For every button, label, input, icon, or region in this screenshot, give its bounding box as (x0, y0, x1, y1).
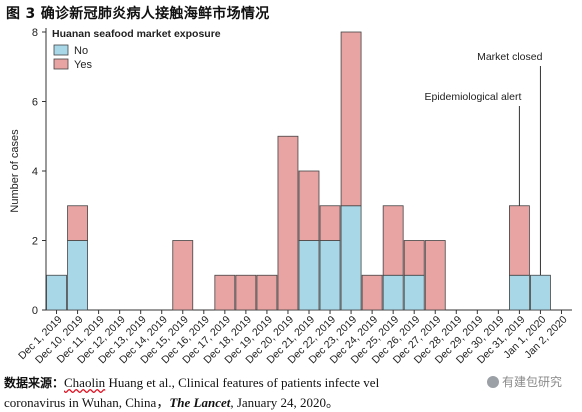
bar-segment-yes (361, 274, 383, 311)
source-line2: coronavirus in Wuhan, China， (4, 395, 170, 410)
source-label: 数据来源： (4, 376, 65, 390)
y-tick-label: 6 (32, 97, 38, 109)
bar-segment-yes (67, 205, 88, 241)
bar-segment-no (319, 240, 341, 311)
source-journal: The Lancet (169, 395, 231, 410)
legend-title: Huanan seafood market exposure (52, 28, 221, 40)
bar-segment-no (403, 274, 425, 311)
bar-segment-no (298, 240, 320, 311)
bar-segment-yes (235, 274, 257, 311)
bar-segment-no (46, 274, 67, 311)
figure-title: 图 3 确诊新冠肺炎病人接触海鲜市场情况 (6, 6, 270, 22)
bar-segment-no (382, 274, 404, 311)
legend-entry: Yes (74, 59, 92, 71)
bar-segment-no (67, 240, 88, 311)
annotation-label: Market closed (477, 51, 543, 63)
bar-segment-yes (424, 240, 446, 311)
source-date: , January 24, 2020。 (230, 395, 340, 410)
source-citation: 数据来源：Chaolin Huang et al., Clinical feat… (4, 373, 580, 412)
source-author: Chaolin (64, 375, 106, 390)
bar-segment-no (530, 274, 551, 311)
legend-swatch (53, 44, 69, 56)
legend-swatch (53, 58, 69, 70)
bar-segment-yes (403, 240, 425, 276)
bar-segment-yes (172, 240, 194, 311)
source-text: Huang et al., Clinical features of patie… (105, 375, 361, 390)
y-axis-title: Number of cases (9, 129, 21, 213)
bar-segment-yes (256, 274, 278, 311)
bar-segment-yes (214, 274, 236, 311)
bar-segment-yes (382, 205, 404, 276)
y-tick-label: 0 (32, 305, 38, 317)
y-tick-label: 4 (32, 166, 38, 178)
bar-segment-yes (340, 31, 362, 207)
annotation-label: Epidemiological alert (425, 91, 522, 103)
legend-entry: No (74, 45, 88, 57)
bar-segment-yes (277, 135, 299, 311)
chart-container: 0 2 4 6 8 Number of cases Dec 1, 2019 Dec 10, 2… (0, 22, 582, 370)
y-tick-label: 8 (32, 27, 38, 39)
watermark-text: 有建包研究 (501, 375, 562, 389)
bar-segment-yes (319, 205, 341, 241)
bar-segment-yes (298, 170, 320, 241)
bar-segment-no (340, 205, 362, 311)
bar-segment-yes (508, 205, 530, 276)
source-text-tail: vel (363, 375, 380, 390)
y-tick-label: 2 (32, 236, 38, 248)
watermark: 有建包研究 (482, 372, 566, 391)
wechat-icon (486, 376, 499, 388)
bar-segment-no (508, 274, 530, 311)
